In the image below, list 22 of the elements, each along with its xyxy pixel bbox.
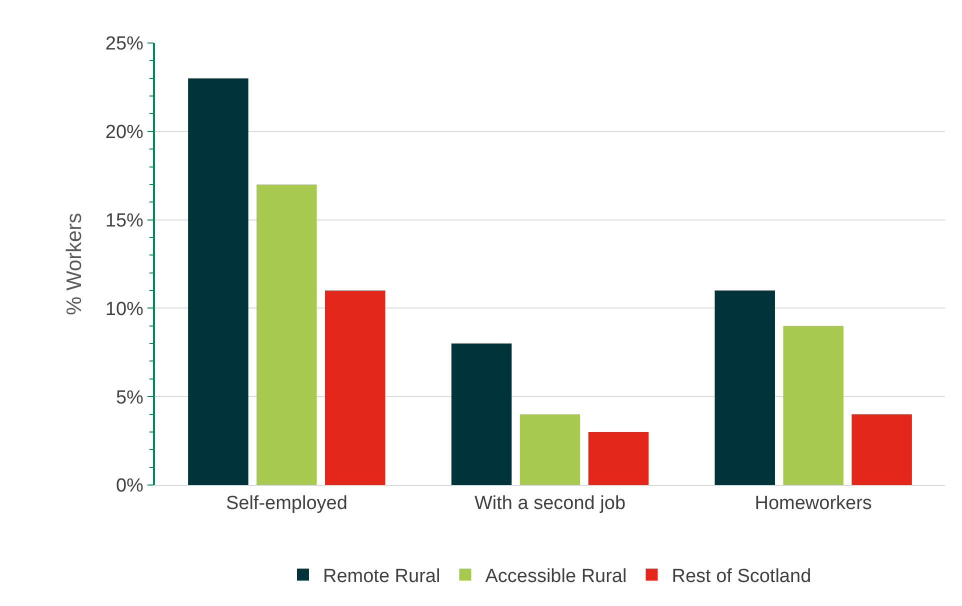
x-tick-label: Self-employed — [226, 492, 348, 514]
y-tick-label: 0% — [116, 476, 144, 497]
y-tick-label: 5% — [116, 387, 144, 408]
y-tick-label: 25% — [105, 34, 144, 55]
bar — [714, 290, 775, 485]
bar — [451, 344, 512, 485]
y-axis-title: % Workers — [63, 212, 86, 316]
bar — [188, 78, 248, 485]
bar — [520, 414, 580, 485]
y-tick-label: 10% — [105, 298, 144, 320]
bar — [325, 290, 386, 485]
bar — [852, 414, 912, 485]
x-tick-label: With a second job — [474, 492, 626, 514]
y-tick-label: 15% — [105, 210, 144, 232]
legend-label: Accessible Rural — [485, 566, 627, 587]
legend-label: Rest of Scotland — [672, 566, 812, 587]
y-tick-label: 20% — [105, 122, 144, 144]
bar — [588, 432, 649, 485]
legend-label: Remote Rural — [323, 566, 440, 587]
bar — [783, 326, 844, 485]
bar — [256, 184, 317, 485]
x-tick-label: Homeworkers — [754, 492, 872, 514]
